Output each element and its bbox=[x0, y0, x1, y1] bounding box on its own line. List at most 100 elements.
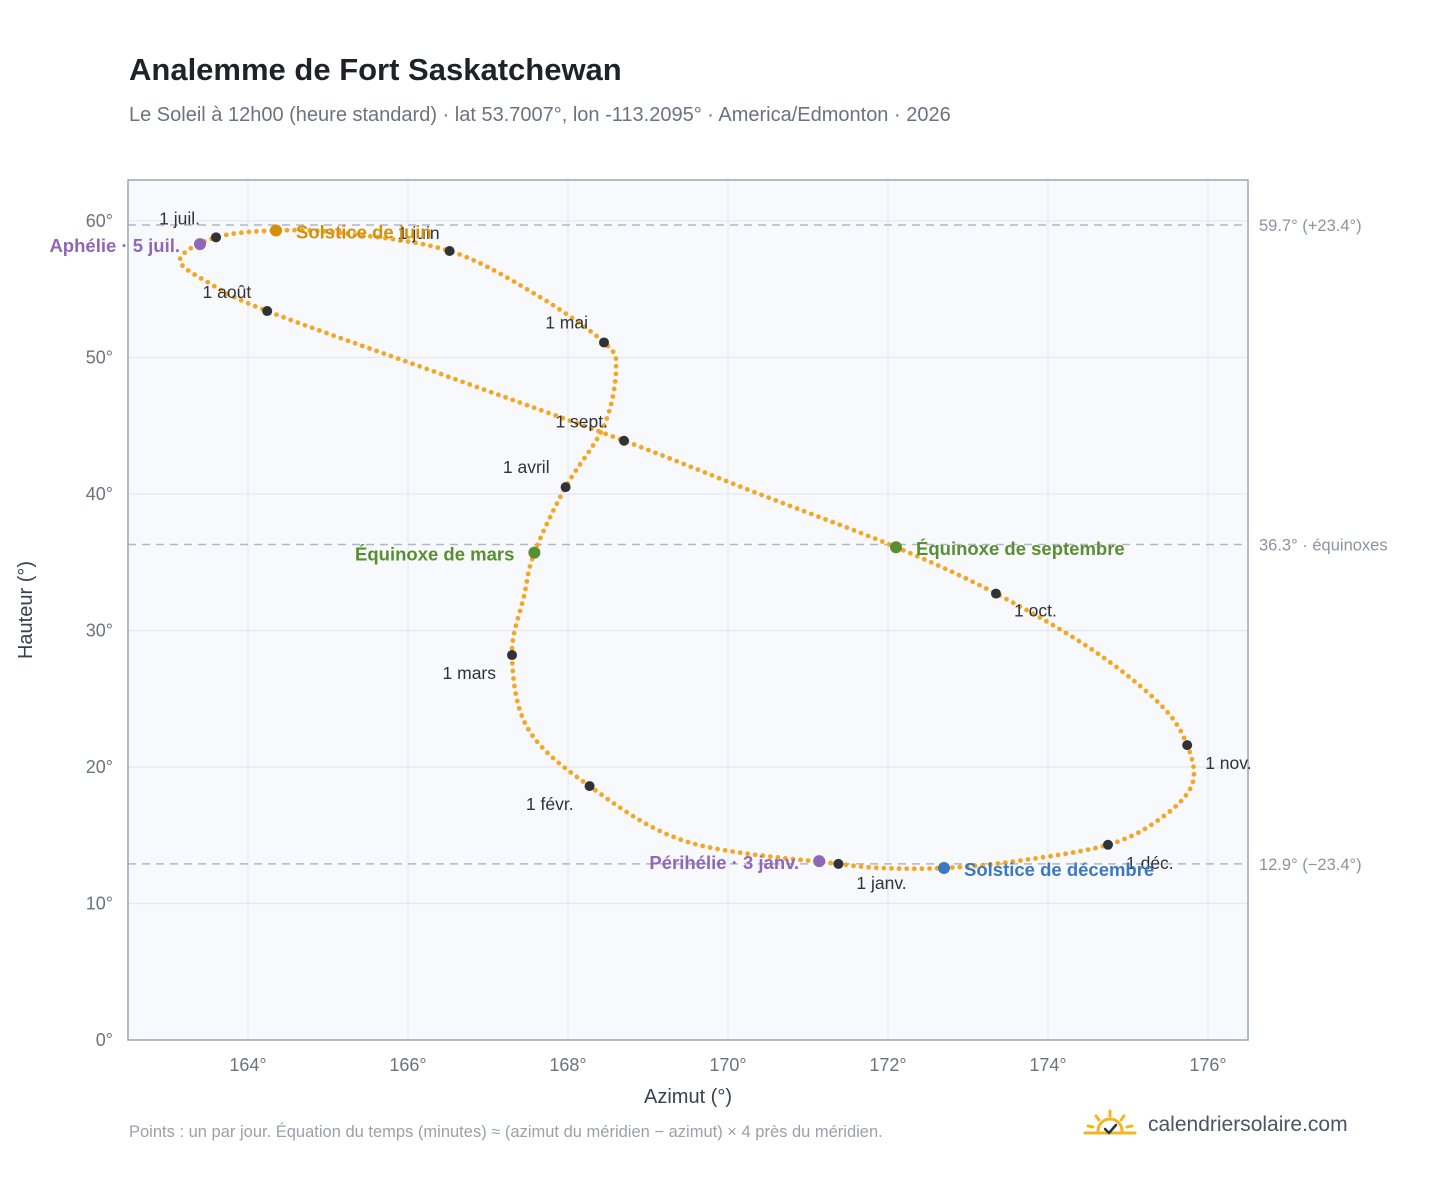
daily-point bbox=[773, 498, 779, 503]
event-label: Aphélie · 5 juil. bbox=[49, 235, 180, 256]
daily-point bbox=[858, 530, 864, 536]
event-marker bbox=[813, 855, 826, 868]
daily-point bbox=[550, 302, 556, 308]
month-marker bbox=[262, 306, 273, 317]
daily-point bbox=[879, 539, 885, 544]
daily-point bbox=[844, 525, 850, 530]
daily-point bbox=[949, 865, 955, 870]
daily-point bbox=[1050, 622, 1056, 628]
daily-point bbox=[1149, 693, 1155, 699]
daily-point bbox=[737, 850, 743, 856]
daily-point bbox=[588, 426, 594, 431]
daily-point bbox=[481, 387, 487, 393]
month-marker bbox=[444, 245, 455, 256]
daily-point bbox=[198, 276, 204, 281]
daily-point bbox=[484, 264, 490, 270]
daily-point bbox=[1190, 779, 1196, 785]
daily-point bbox=[563, 311, 569, 316]
daily-point bbox=[388, 353, 394, 359]
daily-point bbox=[505, 275, 510, 281]
daily-point bbox=[509, 645, 515, 651]
daily-point bbox=[866, 864, 872, 870]
x-tick-label: 174° bbox=[1029, 1055, 1066, 1075]
daily-point bbox=[823, 517, 828, 522]
daily-point bbox=[569, 474, 575, 480]
daily-point bbox=[780, 500, 786, 506]
daily-point bbox=[556, 760, 562, 766]
daily-point bbox=[314, 228, 320, 234]
daily-point bbox=[254, 228, 259, 234]
daily-point bbox=[525, 571, 531, 577]
daily-point bbox=[1101, 655, 1107, 661]
daily-point bbox=[692, 841, 698, 847]
daily-point bbox=[573, 468, 579, 474]
daily-point bbox=[612, 379, 618, 384]
daily-point bbox=[545, 750, 550, 756]
month-marker bbox=[507, 650, 517, 661]
daily-point bbox=[511, 676, 516, 681]
daily-point bbox=[611, 386, 617, 392]
x-axis-ticks: 164° 166° 168° 170° 172° 174° 176° bbox=[229, 1055, 1226, 1075]
daily-point bbox=[610, 394, 616, 399]
daily-point bbox=[1191, 764, 1196, 770]
brand[interactable]: calendriersolaire.com bbox=[1082, 1105, 1348, 1145]
daily-point bbox=[816, 514, 821, 520]
daily-point bbox=[503, 394, 508, 400]
daily-point bbox=[798, 857, 803, 863]
daily-point bbox=[1120, 669, 1125, 675]
daily-point bbox=[611, 801, 617, 806]
y-tick-label: 10° bbox=[86, 893, 113, 913]
daily-point bbox=[575, 319, 581, 325]
daily-point bbox=[965, 864, 970, 869]
daily-point bbox=[359, 343, 365, 349]
daily-point bbox=[537, 294, 543, 300]
daily-point bbox=[1024, 607, 1029, 613]
daily-point bbox=[424, 366, 430, 372]
daily-point bbox=[970, 579, 976, 585]
daily-point bbox=[637, 817, 642, 823]
daily-point bbox=[972, 863, 978, 869]
daily-point bbox=[1154, 698, 1160, 704]
daily-point bbox=[752, 852, 758, 858]
daily-point bbox=[498, 271, 504, 277]
daily-point bbox=[405, 239, 411, 244]
daily-point bbox=[737, 484, 743, 490]
daily-point bbox=[383, 235, 388, 241]
daily-point bbox=[534, 739, 540, 745]
daily-point bbox=[1167, 808, 1173, 814]
daily-point bbox=[513, 623, 519, 629]
daily-point bbox=[413, 240, 418, 246]
x-tick-label: 168° bbox=[549, 1055, 586, 1075]
daily-point bbox=[700, 843, 706, 849]
daily-point bbox=[601, 423, 607, 428]
daily-point bbox=[1082, 642, 1088, 648]
daily-point bbox=[1135, 830, 1141, 836]
daily-point bbox=[1142, 826, 1148, 832]
daily-point bbox=[302, 322, 308, 328]
daily-point bbox=[1148, 822, 1154, 828]
daily-point bbox=[367, 233, 373, 239]
daily-point bbox=[345, 338, 351, 344]
daily-point bbox=[544, 298, 550, 304]
daily-point bbox=[330, 229, 335, 235]
daily-point bbox=[1070, 634, 1075, 640]
daily-sun-positions bbox=[177, 227, 1197, 872]
daily-point bbox=[1181, 735, 1187, 741]
daily-point bbox=[324, 330, 329, 336]
daily-point bbox=[907, 550, 913, 556]
month-marker bbox=[211, 232, 221, 243]
daily-point bbox=[787, 503, 793, 509]
daily-point bbox=[630, 813, 636, 819]
daily-point bbox=[495, 392, 501, 398]
y-axis-ticks: 0° 10° 20° 30° 40° 50° 60° bbox=[86, 211, 113, 1050]
daily-point bbox=[1085, 847, 1091, 853]
daily-point bbox=[1048, 853, 1053, 859]
daily-point bbox=[881, 865, 887, 871]
daily-point bbox=[681, 461, 687, 467]
daily-point bbox=[610, 349, 616, 355]
daily-point bbox=[1010, 600, 1016, 606]
daily-point bbox=[1004, 596, 1009, 602]
daily-point bbox=[1063, 630, 1069, 636]
daily-point bbox=[582, 324, 587, 330]
daily-point bbox=[516, 705, 522, 711]
